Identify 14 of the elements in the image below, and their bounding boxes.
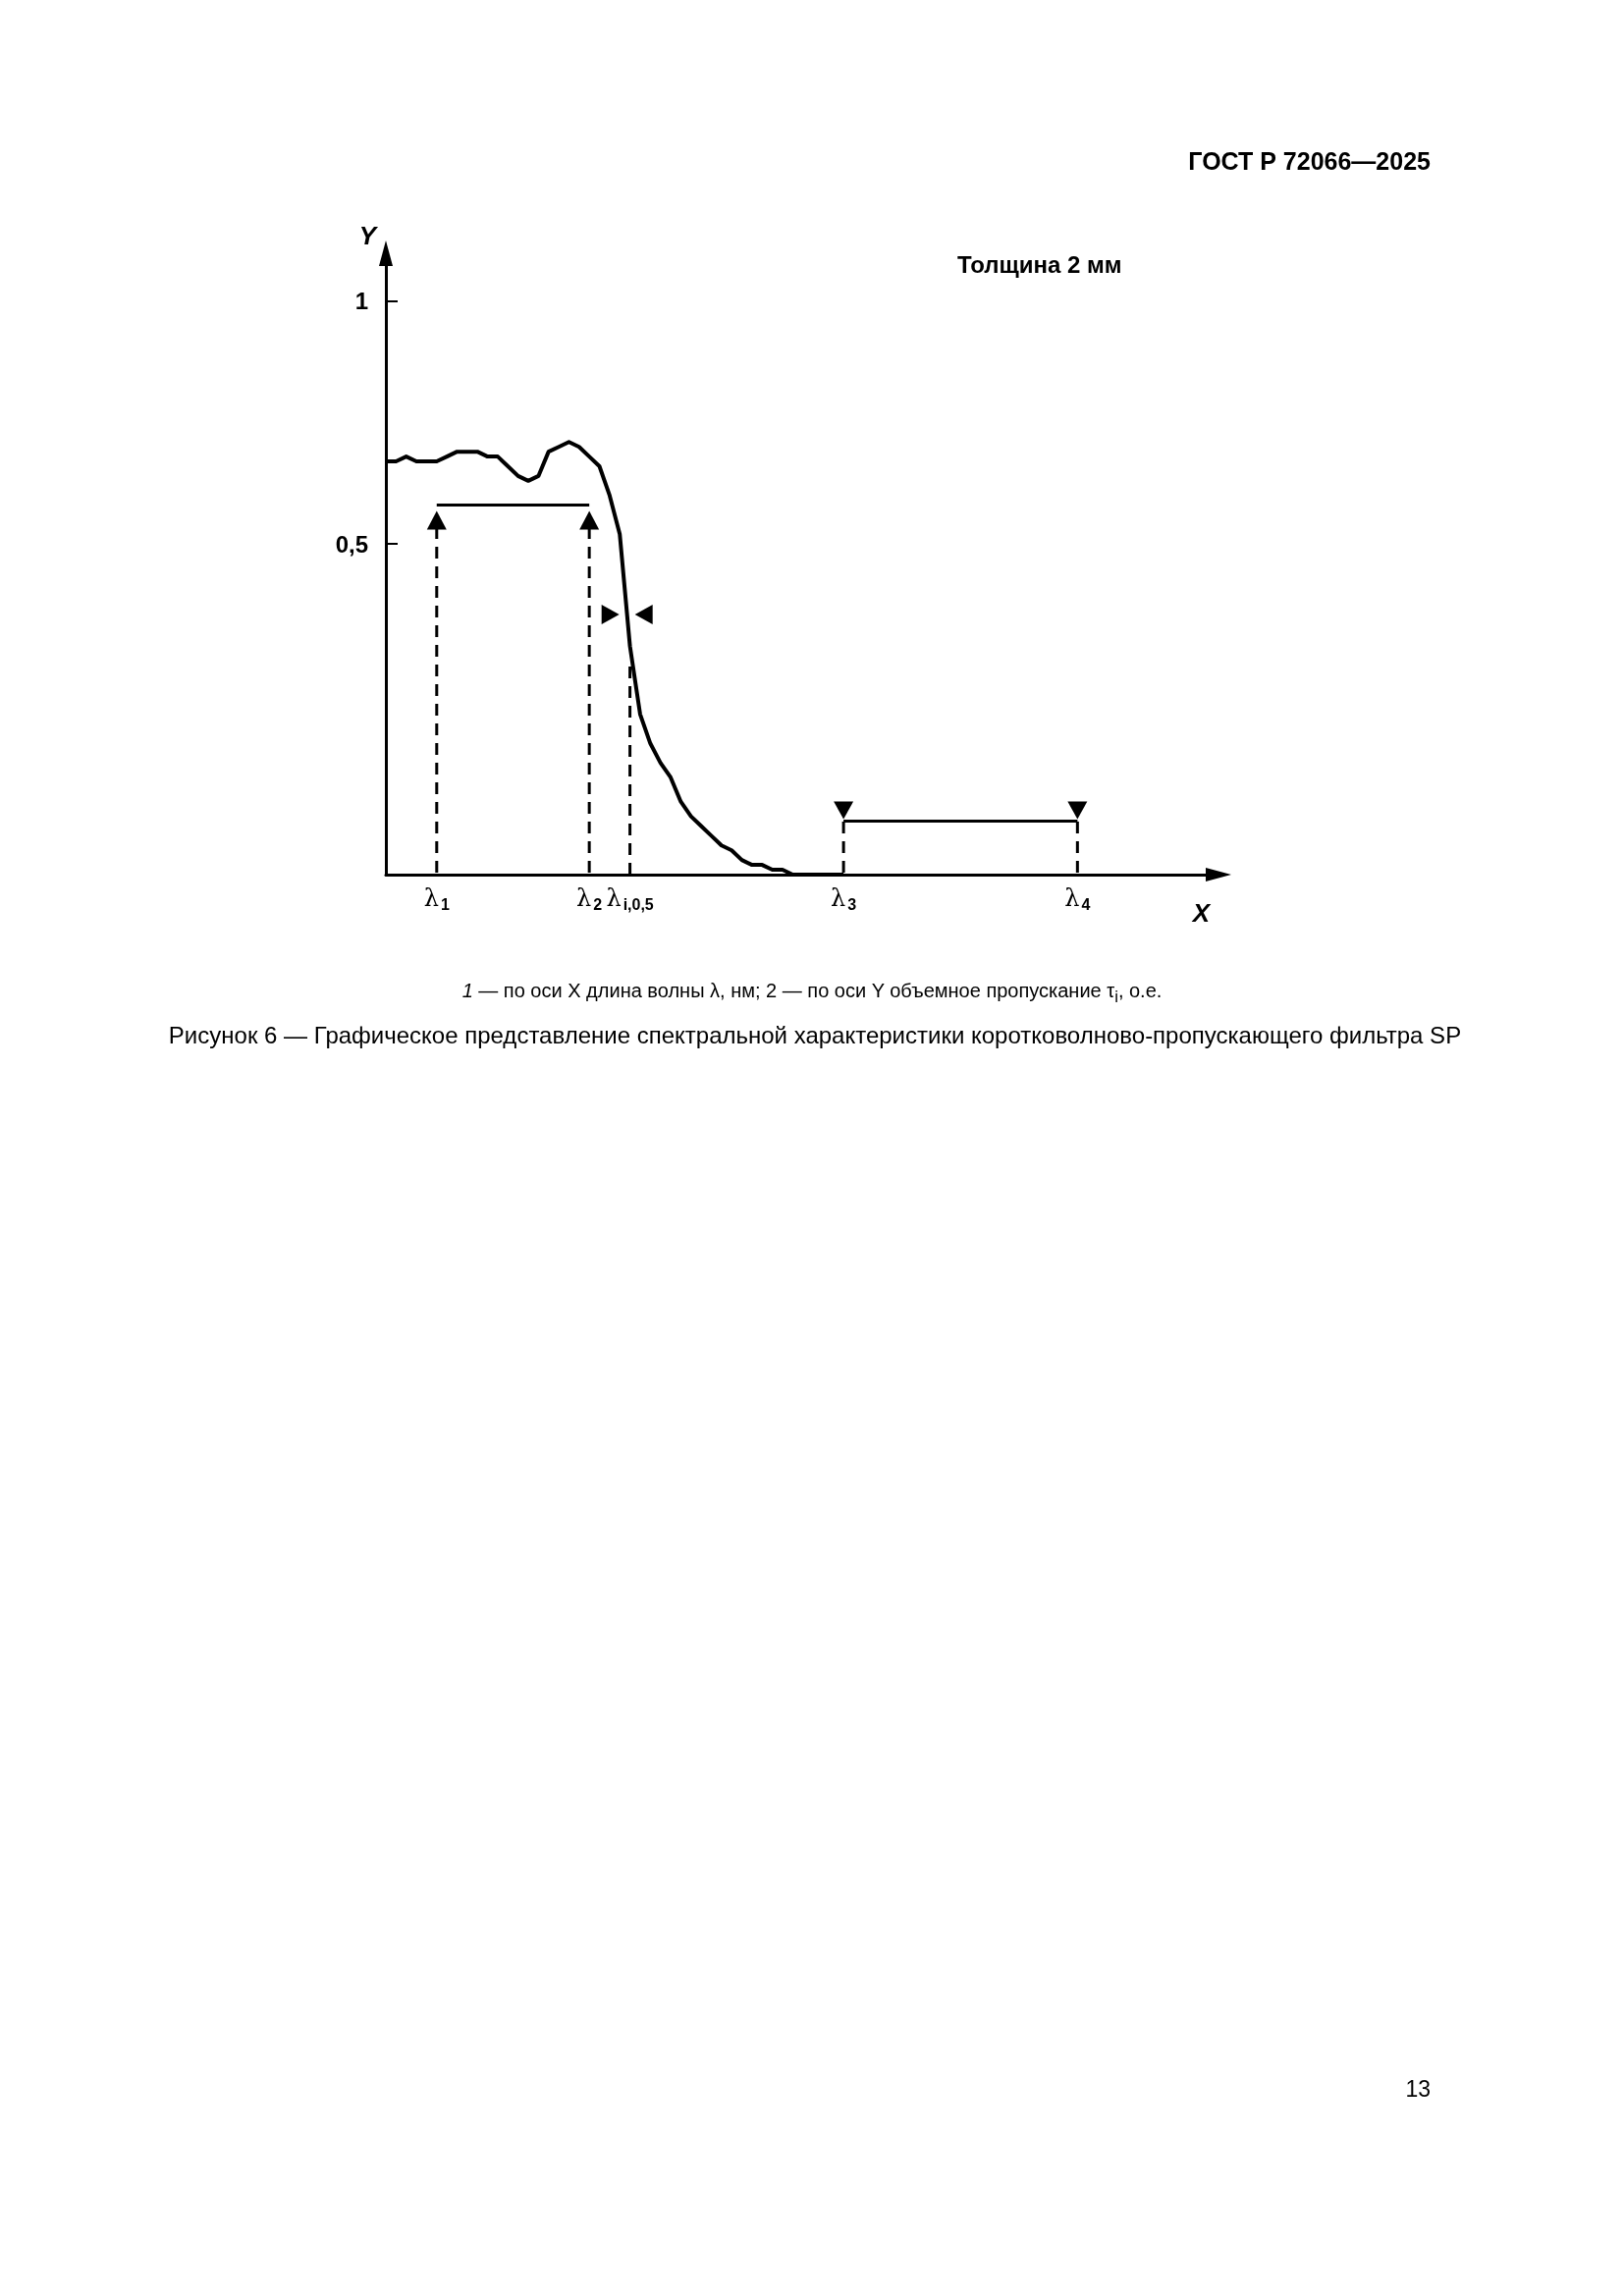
x-axis-title: X — [1190, 898, 1212, 928]
annotation: Толщина 2 мм — [957, 251, 1122, 279]
text: Рисунок 6 — Графическое представление спектральной характеристики коротковолново-пропускающего фильтра SP — [167, 1021, 1463, 1050]
y-axis-title: Y — [358, 221, 379, 250]
y-tick-label: 1 — [354, 288, 368, 315]
x-tick-label: λi,0,5 — [606, 884, 654, 913]
x-tick-label: λ1 — [423, 884, 450, 913]
x-tick-label: λ2 — [576, 884, 603, 913]
text: 13 — [1405, 2076, 1431, 2103]
text: 1 — по оси X длина волны λ, нм; 2 — по оси Y объемное пропускание τ$_{i}$, о.е. — [460, 980, 1164, 1007]
x-tick-label: λ3 — [831, 884, 857, 913]
x-tick-label: λ4 — [1064, 884, 1091, 913]
text: ГОСТ Р 72066—2025 — [1188, 147, 1431, 176]
y-tick-label: 0,5 — [335, 530, 368, 558]
